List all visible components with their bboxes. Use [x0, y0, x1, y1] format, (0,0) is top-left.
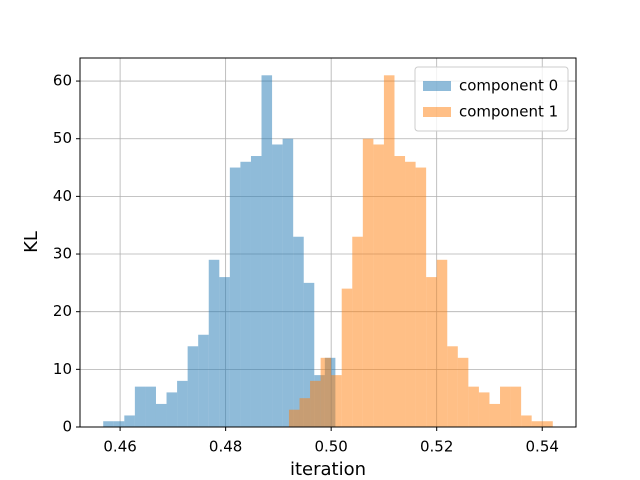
bar — [261, 75, 273, 427]
bar — [320, 357, 332, 427]
bar — [362, 138, 374, 427]
bar — [531, 421, 543, 427]
x-axis-label: iteration — [290, 459, 366, 480]
bar — [219, 277, 230, 427]
bar — [436, 259, 448, 427]
bar — [177, 380, 188, 427]
bar — [198, 334, 209, 427]
bar — [542, 421, 553, 427]
bar — [500, 386, 511, 427]
bar — [405, 161, 416, 427]
bar — [145, 386, 156, 427]
bar — [272, 144, 283, 427]
bar — [124, 415, 135, 427]
y-tick-label: 0 — [62, 418, 72, 436]
bar — [383, 75, 395, 427]
x-tick-label: 0.52 — [420, 438, 453, 456]
bar — [394, 156, 406, 427]
bar — [331, 375, 342, 427]
y-tick-label: 10 — [53, 360, 72, 378]
x-tick-label: 0.54 — [526, 438, 559, 456]
bar — [457, 357, 469, 427]
bar — [415, 167, 427, 427]
legend-box — [414, 66, 569, 132]
x-tick-label: 0.48 — [209, 438, 242, 456]
bar — [229, 167, 241, 427]
x-tick-label: 0.46 — [103, 438, 136, 456]
y-axis-label: KL — [21, 231, 42, 253]
bar — [103, 421, 114, 427]
bar — [166, 392, 178, 427]
bar — [299, 398, 311, 427]
legend-swatch — [423, 81, 451, 91]
legend-label: component 1 — [459, 103, 558, 121]
y-tick-label: 20 — [53, 302, 72, 320]
legend-label: component 0 — [459, 77, 558, 95]
bar — [426, 277, 437, 427]
bar — [373, 144, 384, 427]
bar — [113, 421, 125, 427]
bar — [341, 288, 353, 427]
bar — [468, 386, 479, 427]
y-tick-label: 60 — [53, 72, 72, 90]
bar — [352, 236, 363, 427]
bar — [303, 282, 315, 427]
bar — [282, 138, 294, 427]
bar — [240, 161, 251, 427]
y-tick-label: 50 — [53, 129, 72, 147]
bar — [310, 380, 321, 427]
bar — [155, 403, 167, 427]
bar — [510, 386, 522, 427]
y-tick-label: 40 — [53, 187, 72, 205]
bar — [187, 346, 199, 427]
plot-frame — [79, 57, 577, 428]
bar — [447, 346, 458, 427]
bar — [521, 415, 532, 427]
bar — [288, 409, 300, 427]
bar — [293, 236, 304, 427]
x-tick-label: 0.50 — [314, 438, 347, 456]
bar — [134, 386, 146, 427]
bar — [250, 156, 262, 427]
bar — [208, 259, 220, 427]
bar — [478, 392, 490, 427]
y-tick-label: 30 — [53, 245, 72, 263]
bar — [489, 403, 501, 427]
legend-swatch — [423, 107, 451, 117]
